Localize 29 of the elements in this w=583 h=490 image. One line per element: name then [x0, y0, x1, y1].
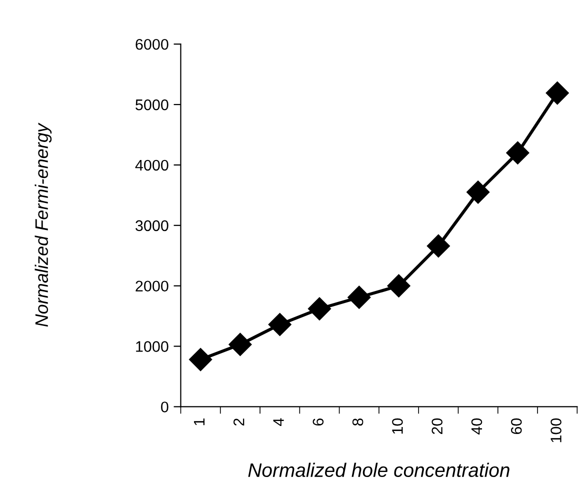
y-tick-label: 1000 [136, 341, 168, 352]
point [268, 313, 292, 336]
y-tick-label: 6000 [136, 38, 168, 50]
x-tick-label: 6 [312, 418, 324, 426]
point [189, 348, 212, 372]
y-tick-label: 0 [161, 402, 168, 412]
x-tick-label: 100 [550, 418, 562, 442]
x-tick-label: 60 [510, 418, 522, 434]
y-tick-label: 5000 [136, 99, 168, 110]
x-tick-label: 1 [194, 418, 205, 426]
point [308, 297, 331, 320]
point [228, 332, 252, 356]
point [506, 141, 530, 164]
x-tick-label: 40 [471, 418, 482, 434]
point [466, 180, 490, 204]
y-tick-label: 3000 [136, 220, 168, 232]
point [426, 234, 450, 258]
point [387, 274, 410, 298]
y-tick-label: 4000 [135, 160, 168, 171]
x-tick-label: 2 [233, 418, 244, 426]
x-axis-title: Normalized hole concentration [248, 462, 510, 478]
x-tick-label: 4 [273, 418, 284, 426]
point [348, 286, 371, 309]
y-tick-label: 2000 [136, 280, 168, 292]
point [546, 82, 569, 105]
y-axis-title: Normalized Fermi-energy [34, 122, 52, 327]
x-tick-label: 8 [352, 418, 364, 426]
x-tick-label: 10 [392, 418, 403, 434]
x-tick-label: 20 [432, 418, 443, 434]
